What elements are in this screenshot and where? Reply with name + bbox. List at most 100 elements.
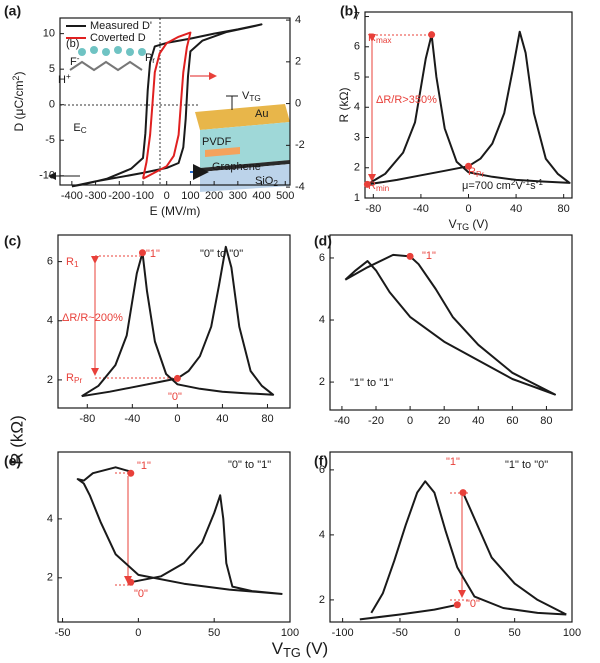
marker-point [465, 162, 472, 170]
text-part: (V) [301, 639, 328, 658]
y-tick-label: 2 [47, 572, 53, 584]
y-tick-label: 5 [354, 71, 360, 83]
x-tick-label: 300 [229, 190, 247, 202]
plot-frame [329, 451, 573, 623]
x-tick-label: 40 [510, 203, 522, 215]
x-tick-label: -100 [132, 190, 154, 202]
panel-label: (d) [314, 233, 332, 249]
superscript: 2 [11, 76, 21, 81]
text-part: μ=700 cm [462, 180, 511, 192]
figure-x-label: VTG (V) [272, 639, 328, 660]
x-tick-label: -40 [334, 415, 350, 427]
x-tick-label: 100 [563, 627, 581, 639]
curve [366, 30, 571, 186]
annotation: R1 [66, 256, 79, 269]
inset-label: VTG [242, 90, 261, 103]
subscript: min [376, 184, 390, 193]
x-tick-label: -40 [413, 203, 429, 215]
x-tick-label: -100 [332, 627, 354, 639]
marker-point [127, 578, 135, 586]
x-tick-label: -50 [392, 627, 408, 639]
superscript: + [66, 72, 71, 81]
y-tick-label: 4 [47, 513, 53, 525]
text-part: ) [12, 72, 26, 76]
x-tick-label: 40 [472, 415, 484, 427]
y2-tick-label: -4 [295, 181, 305, 193]
marker-point [459, 489, 467, 497]
x-tick-label: 80 [558, 203, 570, 215]
subscript: 1 [74, 260, 79, 269]
marker-point [453, 601, 461, 609]
annotation: "1" [446, 456, 460, 468]
curve [142, 31, 192, 180]
x-tick-label: 80 [540, 415, 552, 427]
x-tick-label: -200 [108, 190, 130, 202]
text-part: R [368, 180, 376, 192]
inset-label: SiO2 [255, 175, 278, 188]
figure-y-label: R (kΩ) [7, 415, 26, 465]
inset-label: F- [70, 54, 80, 68]
y-tick-label: 4 [319, 314, 325, 326]
y-tick-label: 6 [47, 256, 53, 268]
x-axis-label: VTG (V) [449, 217, 489, 232]
y2-tick-label: -2 [295, 139, 305, 151]
marker-point [363, 180, 371, 188]
annotation: "1" [137, 460, 151, 472]
inset-label: H+ [58, 72, 71, 86]
panel-label: (f) [314, 453, 328, 469]
x-tick-label: -20 [368, 415, 384, 427]
y-tick-label: 6 [319, 464, 325, 476]
y-tick-label: 1 [354, 192, 360, 204]
annotation: "1" [146, 248, 160, 260]
x-tick-label: 40 [216, 413, 228, 425]
panel-label: (c) [4, 233, 21, 249]
y-tick-label: 4 [319, 529, 325, 541]
annotation: Rmax [368, 32, 392, 45]
text-part: V [449, 217, 457, 231]
y-tick-label: 4 [47, 315, 53, 327]
text-part: R [66, 372, 74, 384]
subscript: C [81, 126, 87, 135]
subscript: TG [283, 645, 301, 660]
x-tick-label: 50 [509, 627, 521, 639]
plot-frame [57, 451, 291, 623]
superscript: - [77, 54, 80, 63]
y-tick-label: 5 [49, 63, 55, 75]
inset-label: Graphene [212, 161, 261, 173]
y-tick-label: 0 [49, 99, 55, 111]
annotation: "0" [168, 391, 182, 403]
x-tick-label: 0 [465, 203, 471, 215]
subscript: Pr [74, 376, 83, 385]
marker-point [127, 469, 135, 477]
x-tick-label: 60 [506, 415, 518, 427]
text-part: V [515, 180, 523, 192]
x-tick-label: -80 [79, 413, 95, 425]
plot-frame [59, 17, 291, 186]
annotation: "1" to "0" [505, 459, 548, 471]
text-part: D (μC/cm [12, 81, 26, 132]
panel-label: (a) [4, 3, 21, 19]
text-part: R [468, 166, 476, 178]
text-part: P [145, 52, 152, 64]
annotation: "0" [466, 598, 480, 610]
x-tick-label: 500 [276, 190, 294, 202]
text-part: R [66, 256, 74, 268]
annotation: "1" [422, 250, 436, 262]
x-tick-label: -50 [55, 627, 71, 639]
legend-label: Coverted D [90, 32, 146, 44]
y-tick-label: 6 [319, 252, 325, 264]
x-tick-label: -300 [85, 190, 107, 202]
x-tick-label: 100 [281, 627, 299, 639]
y-axis-label: D (μC/cm2) [11, 72, 26, 132]
annotation: RPr [468, 166, 484, 179]
x-tick-label: 0 [164, 190, 170, 202]
x-tick-label: -400 [61, 190, 83, 202]
superscript: -1 [536, 178, 544, 187]
marker-point [428, 31, 436, 39]
curve [71, 23, 263, 188]
x-tick-label: 100 [181, 190, 199, 202]
y-tick-label: -10 [39, 170, 55, 182]
subscript: TG [249, 94, 260, 103]
subscript: r [152, 56, 155, 65]
marker-point [406, 252, 414, 260]
